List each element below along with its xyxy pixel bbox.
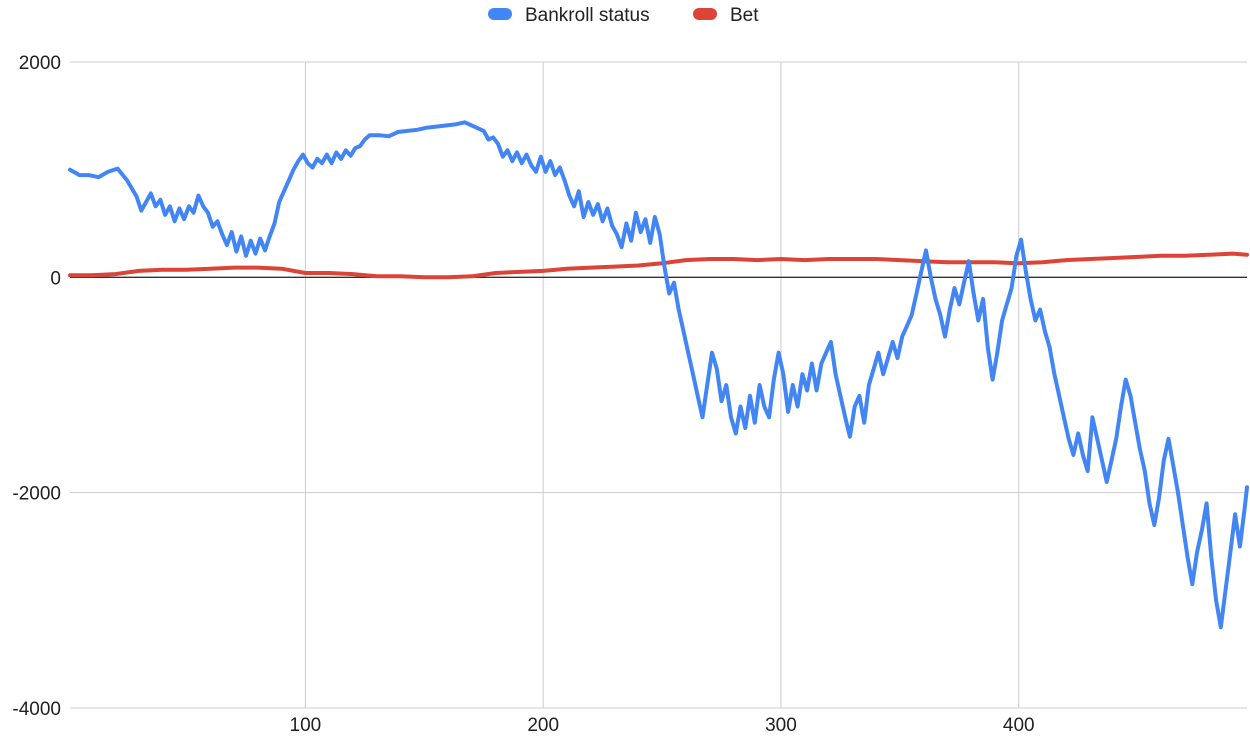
y-tick-label: 0: [50, 268, 61, 289]
y-tick-label: 2000: [19, 53, 61, 74]
legend: Bankroll status Bet: [488, 5, 759, 26]
x-tick-label: 100: [290, 715, 322, 736]
y-tick-label: -4000: [12, 699, 61, 720]
y-axis-tick-labels: 2000 0 -2000 -4000: [12, 53, 61, 720]
legend-swatch-bet: [693, 8, 717, 20]
legend-item-bet: Bet: [693, 5, 759, 26]
legend-item-bankroll: Bankroll status: [488, 5, 650, 26]
y-tick-label: -2000: [12, 484, 61, 505]
legend-label-bet: Bet: [730, 5, 759, 26]
series-line-bankroll-status: [68, 120, 1249, 630]
legend-label-bankroll: Bankroll status: [525, 5, 650, 26]
x-tick-label: 400: [1003, 715, 1035, 736]
legend-swatch-bankroll: [488, 8, 512, 20]
x-tick-label: 200: [527, 715, 559, 736]
gridlines: [70, 61, 1247, 709]
x-axis-tick-labels: 100 200 300 400: [290, 715, 1035, 736]
x-tick-label: 300: [765, 715, 797, 736]
series-layer: [68, 120, 1249, 630]
